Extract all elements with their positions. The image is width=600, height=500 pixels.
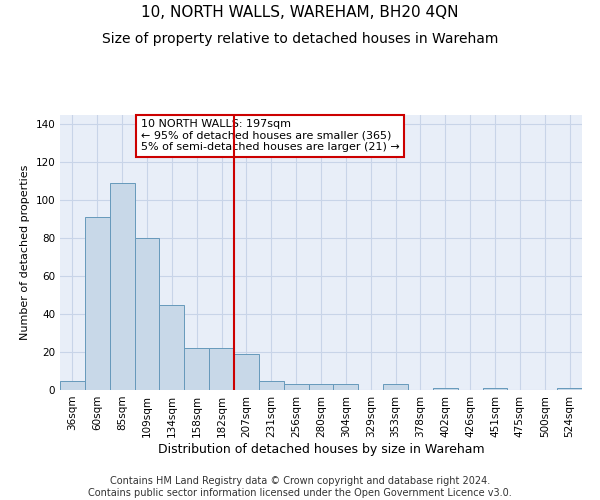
Bar xyxy=(383,384,408,390)
Bar xyxy=(134,238,160,390)
Bar xyxy=(284,384,308,390)
Bar xyxy=(308,384,334,390)
Y-axis label: Number of detached properties: Number of detached properties xyxy=(20,165,30,340)
Bar xyxy=(160,304,184,390)
Bar xyxy=(433,388,458,390)
Bar xyxy=(259,380,284,390)
Text: 10 NORTH WALLS: 197sqm
← 95% of detached houses are smaller (365)
5% of semi-det: 10 NORTH WALLS: 197sqm ← 95% of detached… xyxy=(141,119,400,152)
Text: Contains HM Land Registry data © Crown copyright and database right 2024.
Contai: Contains HM Land Registry data © Crown c… xyxy=(88,476,512,498)
Bar xyxy=(60,380,85,390)
Bar xyxy=(184,348,209,390)
Bar xyxy=(209,348,234,390)
Bar xyxy=(85,218,110,390)
Bar xyxy=(557,388,582,390)
Text: Distribution of detached houses by size in Wareham: Distribution of detached houses by size … xyxy=(158,442,484,456)
Bar xyxy=(482,388,508,390)
Bar xyxy=(234,354,259,390)
Bar xyxy=(334,384,358,390)
Bar xyxy=(110,184,134,390)
Text: 10, NORTH WALLS, WAREHAM, BH20 4QN: 10, NORTH WALLS, WAREHAM, BH20 4QN xyxy=(141,5,459,20)
Text: Size of property relative to detached houses in Wareham: Size of property relative to detached ho… xyxy=(102,32,498,46)
